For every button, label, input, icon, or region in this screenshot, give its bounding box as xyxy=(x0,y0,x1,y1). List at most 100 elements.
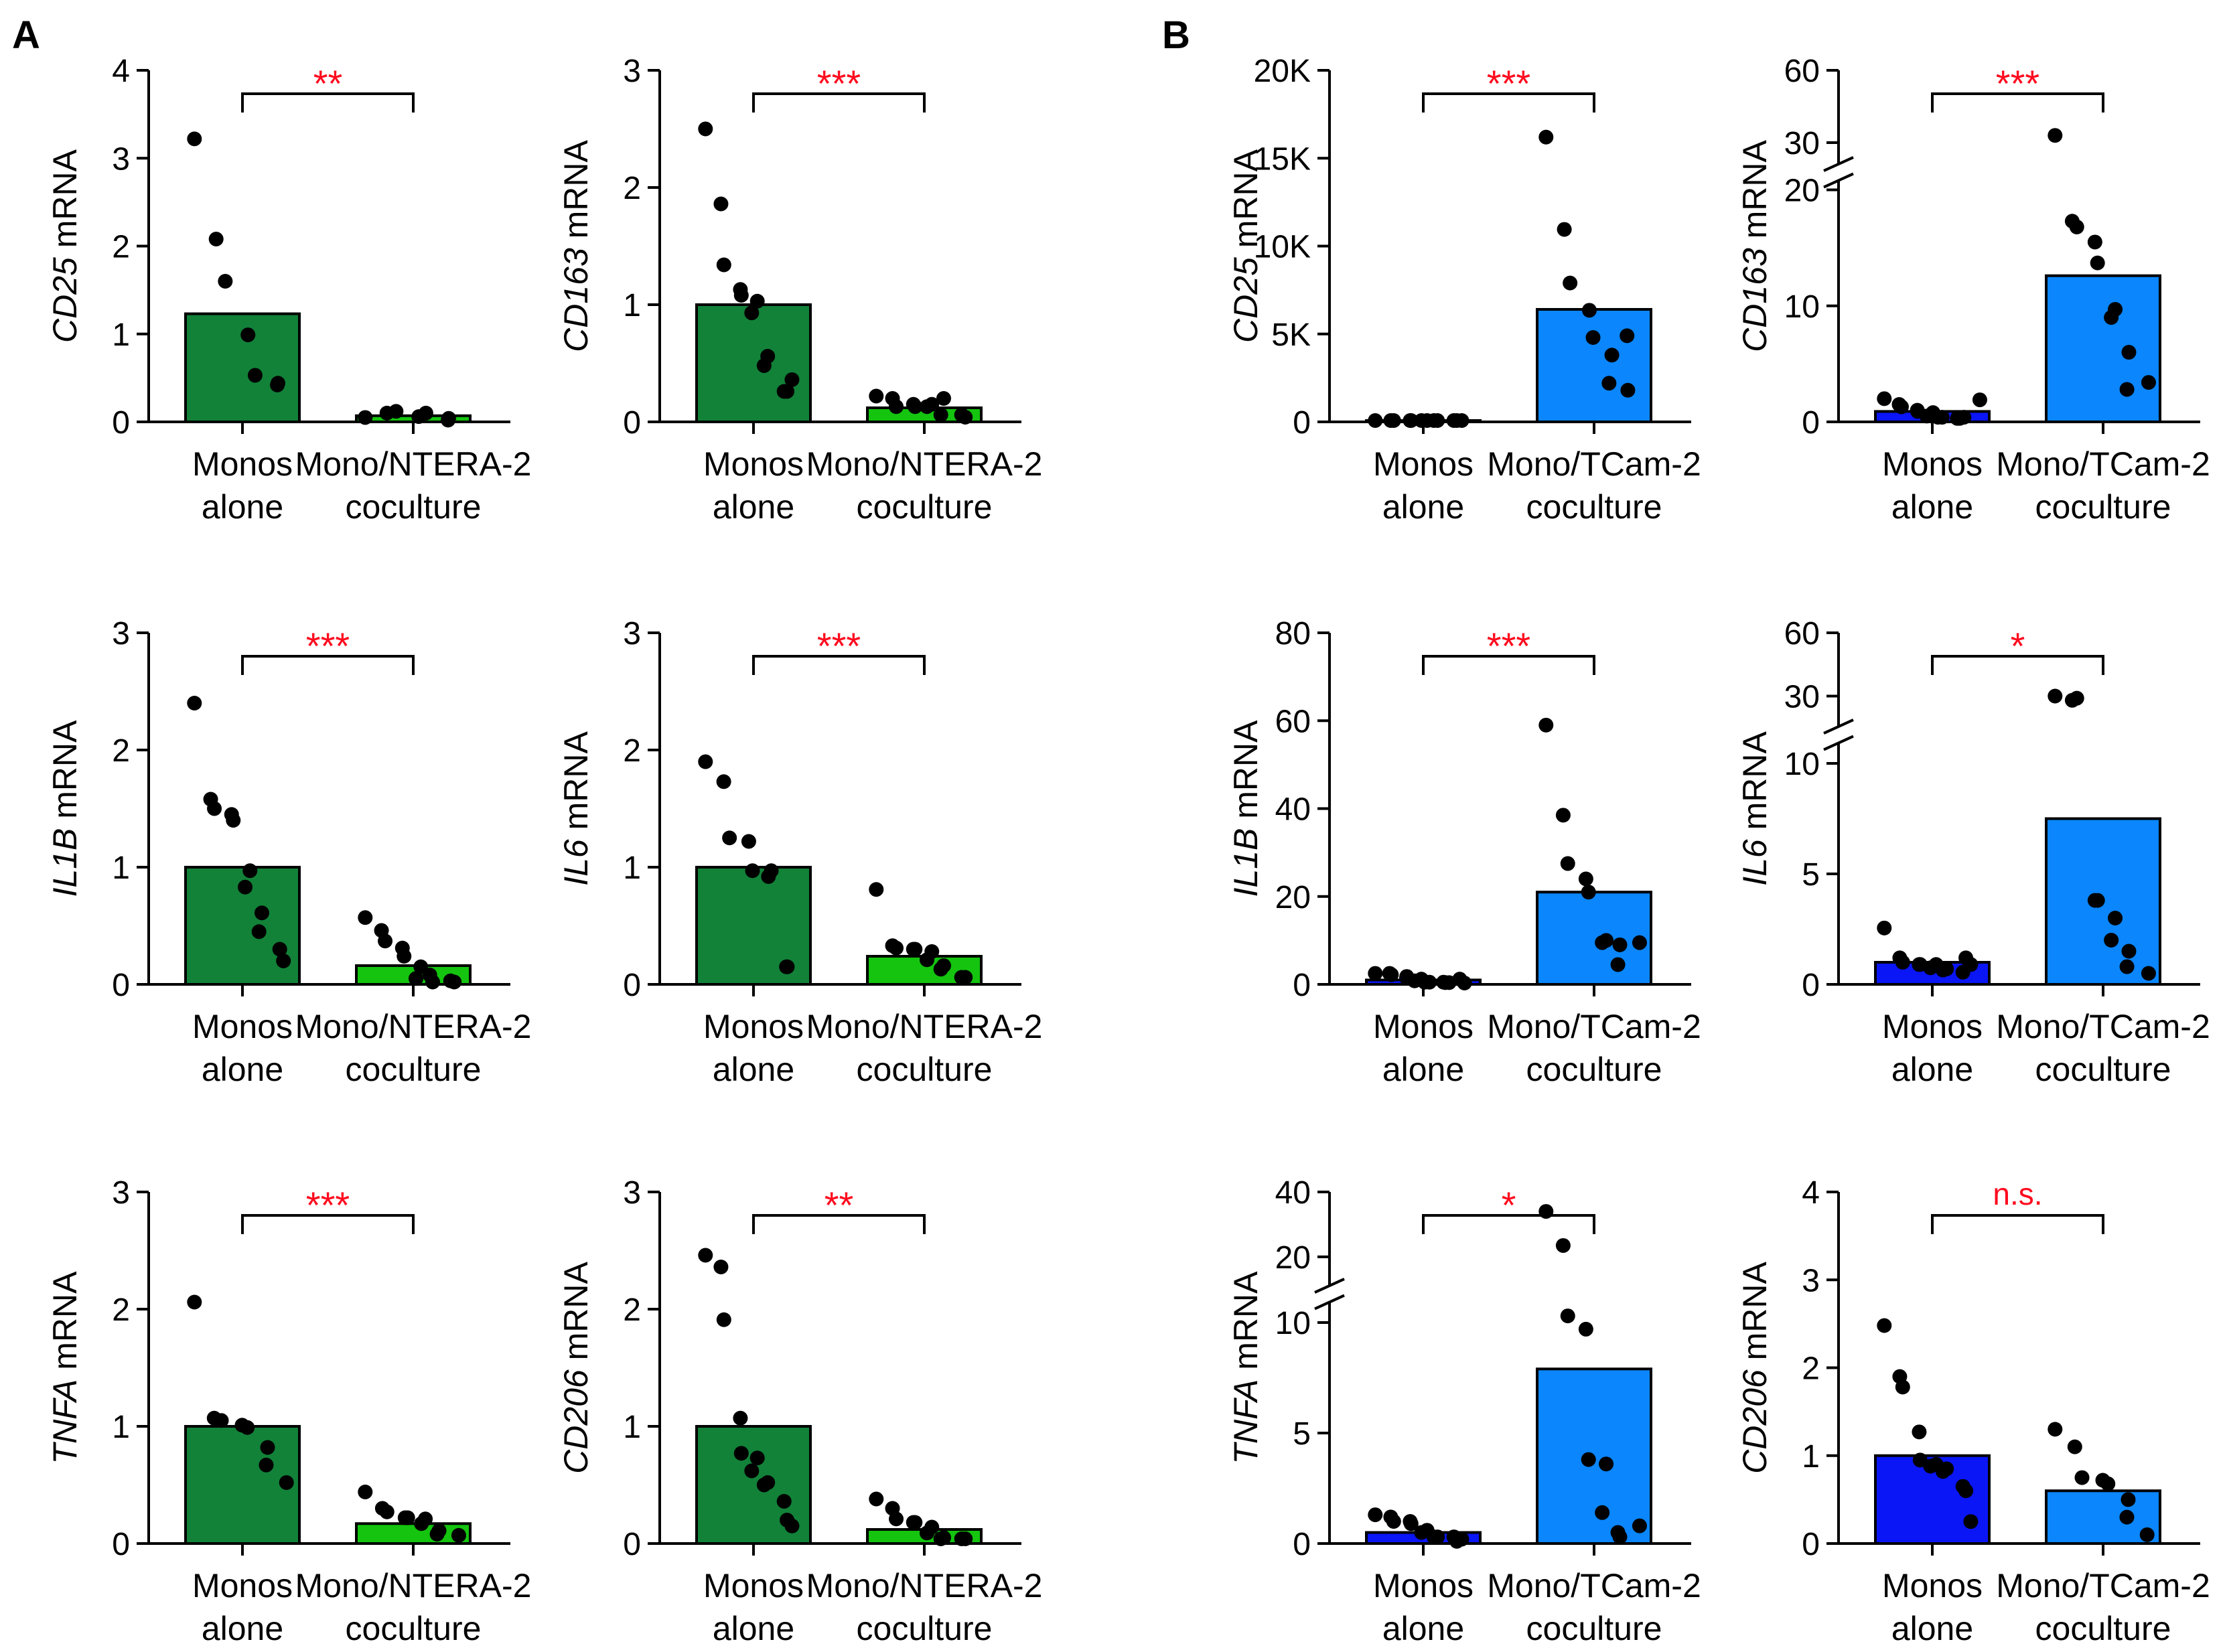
chart-A-CD25: 0 1 2 3 4 Monos alone Mono/NTERA-2 coculture CD25… xyxy=(46,54,531,526)
data-point xyxy=(1893,399,1909,415)
data-point xyxy=(2141,966,2156,981)
data-point xyxy=(756,358,772,373)
data-point xyxy=(933,407,948,423)
x-tick-label: Monos xyxy=(703,445,804,483)
data-point xyxy=(2121,1492,2136,1507)
y-tick-label: 5 xyxy=(1293,1416,1311,1452)
axis-break-mark xyxy=(1314,1278,1345,1294)
significance-label: *** xyxy=(817,62,861,104)
x-tick-label: alone xyxy=(202,1610,283,1647)
y-tick-label: 60 xyxy=(1784,54,1820,89)
x-tick-label: alone xyxy=(1891,1610,1973,1647)
x-tick-label: Mono/NTERA-2 xyxy=(806,1008,1043,1045)
x-tick-label: Monos xyxy=(192,445,293,483)
data-point xyxy=(1414,1525,1429,1540)
data-point xyxy=(2119,382,2135,397)
significance-label: ** xyxy=(313,62,343,104)
data-point xyxy=(745,863,760,879)
data-point xyxy=(1632,935,1647,950)
x-tick-label: Monos xyxy=(703,1567,804,1604)
y-tick-label: 20 xyxy=(1784,173,1820,209)
data-point xyxy=(259,1457,274,1473)
x-tick-label: coculture xyxy=(346,1051,482,1088)
data-point xyxy=(1958,1483,1974,1499)
data-point xyxy=(1581,885,1596,900)
data-point xyxy=(2090,893,2105,908)
data-point xyxy=(208,232,224,246)
x-tick-label: coculture xyxy=(857,1051,993,1088)
axis-break-mark xyxy=(1823,719,1854,735)
y-tick-label: 2 xyxy=(623,171,641,206)
data-point xyxy=(397,949,412,964)
data-point xyxy=(2119,959,2135,974)
chart-B-CD163: 0 10 20 30 60 Monos alone Mono/TCam-2 coculture C… xyxy=(1736,54,2210,526)
data-point xyxy=(2121,944,2137,959)
x-tick-label: Monos xyxy=(703,1008,804,1045)
y-tick-label: 1 xyxy=(112,1410,130,1445)
data-point xyxy=(1578,1321,1593,1337)
x-tick-label: Mono/TCam-2 xyxy=(1487,1567,1701,1604)
y-tick-label: 80 xyxy=(1275,616,1311,652)
x-tick-label: coculture xyxy=(857,1610,993,1647)
x-tick-label: alone xyxy=(1382,1051,1464,1088)
data-point xyxy=(908,942,923,957)
chart-B-CD206: 0 1 2 3 4 Monos alone Mono/TCam-2 coculture CD206… xyxy=(1736,1175,2210,1647)
bar-coculture xyxy=(1536,891,1652,986)
significance-label: ** xyxy=(824,1184,854,1226)
y-tick-label: 0 xyxy=(623,1527,641,1562)
data-point xyxy=(889,940,904,956)
axis-break-mark xyxy=(1314,1294,1345,1310)
data-point xyxy=(936,391,951,406)
data-point xyxy=(756,1477,772,1493)
y-tick-label: 30 xyxy=(1784,680,1820,715)
y-tick-label: 1 xyxy=(1802,1439,1820,1475)
significance-bracket xyxy=(1931,655,2104,675)
data-point xyxy=(1972,392,1987,408)
x-tick-label: Mono/NTERA-2 xyxy=(806,445,1043,483)
y-axis-label-unit: mRNA xyxy=(557,731,595,840)
data-point xyxy=(776,1494,792,1509)
y-tick-label: 0 xyxy=(1293,405,1311,441)
data-point xyxy=(716,1312,731,1327)
data-point xyxy=(908,1515,923,1530)
data-point xyxy=(2069,219,2084,234)
data-point xyxy=(741,834,756,849)
y-tick-label: 0 xyxy=(1293,968,1311,1003)
y-tick-label: 5 xyxy=(1802,857,1820,893)
y-axis-label: CD206 mRNA xyxy=(557,1261,595,1473)
data-point xyxy=(2141,375,2156,390)
significance-label: *** xyxy=(1487,62,1530,104)
y-axis-label: IL6 mRNA xyxy=(557,731,595,886)
data-point xyxy=(1368,966,1383,981)
significance-bracket xyxy=(752,1214,926,1234)
significance-bracket xyxy=(241,1214,415,1234)
y-tick-label: 1 xyxy=(112,850,130,886)
y-axis-label: CD163 mRNA xyxy=(557,139,595,352)
data-point xyxy=(749,1450,765,1466)
y-tick-label: 20 xyxy=(1275,880,1311,915)
x-tick-label: alone xyxy=(1382,488,1464,526)
y-axis-label-unit: mRNA xyxy=(1227,149,1265,257)
data-point xyxy=(2100,1476,2116,1491)
data-point xyxy=(422,968,437,982)
x-tick-label: coculture xyxy=(857,488,993,526)
data-point xyxy=(1386,1514,1401,1529)
significance-bracket xyxy=(1422,655,1595,675)
x-tick-label: Mono/TCam-2 xyxy=(1996,1567,2210,1604)
y-tick-label: 1 xyxy=(623,288,641,323)
bar-coculture xyxy=(1536,308,1652,423)
x-tick-label: coculture xyxy=(346,1610,482,1647)
data-point xyxy=(207,801,222,816)
y-tick-label: 40 xyxy=(1275,1175,1311,1211)
y-axis-label-unit: mRNA xyxy=(46,1271,84,1379)
data-point xyxy=(1581,303,1597,318)
x-tick-label: Monos xyxy=(1373,1567,1474,1604)
data-point xyxy=(2048,688,2063,704)
data-point xyxy=(1595,1505,1610,1520)
y-axis-label-gene: IL1B xyxy=(1227,828,1265,897)
data-point xyxy=(187,696,202,710)
charts: 0 1 2 3 4 Monos alone Mono/NTERA-2 coculture CD25… xyxy=(46,54,2210,1647)
x-tick-label: Monos xyxy=(1373,1008,1474,1045)
x-tick-label: coculture xyxy=(2035,488,2171,526)
